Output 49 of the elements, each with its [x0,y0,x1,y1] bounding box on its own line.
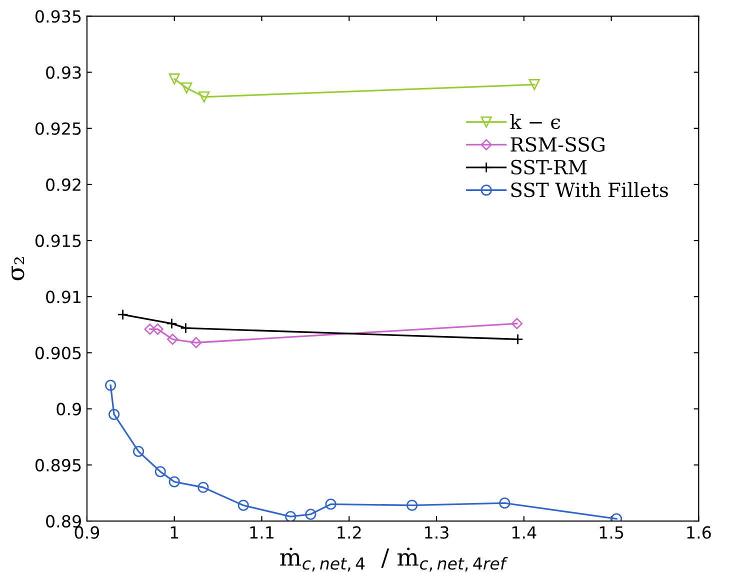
point [325,498,336,510]
point [499,498,510,509]
point [181,82,192,94]
x-axis-title: ṁ$_{c,net,4}$ / ṁ$_{c,net,4ref}$ [280,548,508,572]
point [168,73,180,85]
x-tick-label: 0.9 [74,526,100,539]
point [180,322,192,334]
y-tick-label: 0.895 [35,458,81,472]
y-tick-label: 0.92 [46,178,80,192]
legend-label: SST-RM [511,160,587,175]
point [198,91,210,102]
x-tick-label: 1 [170,526,178,539]
point [152,324,164,335]
point [406,500,418,511]
y-tick-label: 0.915 [35,234,81,248]
x-tick-label: 1.5 [600,526,624,539]
point [166,318,178,330]
point [132,446,144,458]
y-tick-label: 0.93 [46,66,81,79]
point [168,476,180,488]
point [511,318,523,330]
x-tick-label: 1.3 [425,526,448,539]
legend-label: RSM-SSG [510,137,604,152]
point [108,408,120,420]
point [105,380,116,391]
point [190,337,202,348]
legend-label: k − ϵ [510,114,560,130]
y-tick-label: 0.91 [46,290,81,304]
point [167,334,178,345]
y-tick-label: 0.905 [35,346,81,360]
point [512,334,524,345]
point [198,482,209,493]
point [238,500,249,511]
point [144,324,156,335]
point [285,510,296,522]
y-tick-label: 0.925 [35,122,81,135]
x-tick-label: 1.4 [512,526,536,539]
point [154,466,166,478]
y-tick-label: 0.89 [46,514,81,528]
point [528,79,540,90]
x-tick-label: 1.1 [250,526,274,539]
point [117,309,128,320]
x-tick-label: 1.2 [338,526,361,539]
point [305,508,316,520]
y-tick-label: 0.9 [56,402,81,416]
y-axis-title: σ₂ [12,257,24,280]
legend-label: SST With Fillets [511,182,668,198]
x-tick-label: 1.6 [687,526,711,539]
y-tick-label: 0.935 [35,10,81,23]
